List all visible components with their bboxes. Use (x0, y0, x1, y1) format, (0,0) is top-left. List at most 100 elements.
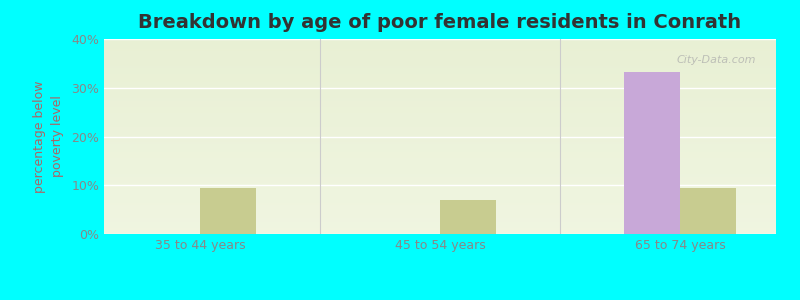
Bar (104, 86, 776, 88)
Bar (104, 187, 776, 189)
Bar (104, 232, 776, 234)
Bar (104, 193, 776, 195)
Bar (104, 55, 776, 56)
Bar (104, 76, 776, 78)
Bar (104, 197, 776, 199)
Bar (104, 173, 776, 175)
Bar (104, 58, 776, 60)
Bar (104, 228, 776, 230)
Bar (104, 230, 776, 232)
Bar (104, 222, 776, 224)
Bar (104, 119, 776, 121)
Bar (104, 148, 776, 150)
Bar (104, 117, 776, 119)
Bar (104, 199, 776, 201)
Bar (104, 179, 776, 181)
Bar (104, 154, 776, 156)
Bar (104, 78, 776, 80)
Bar (104, 121, 776, 123)
Y-axis label: percentage below
poverty level: percentage below poverty level (34, 80, 64, 193)
Bar (104, 95, 776, 98)
Title: Breakdown by age of poor female residents in Conrath: Breakdown by age of poor female resident… (138, 13, 742, 32)
Bar (104, 176, 776, 177)
Bar (104, 123, 776, 125)
Bar (104, 74, 776, 76)
Bar (104, 105, 776, 107)
Bar (104, 127, 776, 129)
Bar (104, 217, 776, 218)
Bar (104, 162, 776, 164)
Bar (104, 51, 776, 52)
Bar (104, 150, 776, 152)
Bar (104, 136, 776, 138)
Bar (104, 211, 776, 212)
Bar (104, 41, 776, 43)
Bar (104, 152, 776, 154)
Bar (104, 94, 776, 95)
Legend: Conrath, Wisconsin: Conrath, Wisconsin (330, 296, 550, 300)
Bar (104, 224, 776, 226)
Bar (104, 109, 776, 111)
Bar (104, 47, 776, 49)
Bar (104, 214, 776, 217)
Bar (104, 166, 776, 168)
Bar (104, 62, 776, 64)
Bar (104, 43, 776, 45)
Bar (104, 164, 776, 166)
Bar (104, 88, 776, 90)
Bar (104, 82, 776, 84)
Bar (104, 103, 776, 105)
Bar (104, 49, 776, 51)
Bar (440, 200, 496, 234)
Text: City-Data.com: City-Data.com (676, 55, 756, 64)
Bar (104, 142, 776, 144)
Bar (104, 177, 776, 179)
Bar (104, 101, 776, 103)
Bar (104, 134, 776, 136)
Bar (104, 160, 776, 162)
Bar (104, 207, 776, 209)
Bar (104, 140, 776, 142)
Bar (104, 212, 776, 214)
Bar (104, 92, 776, 94)
Bar (104, 146, 776, 148)
Bar (104, 189, 776, 191)
Bar (104, 72, 776, 74)
Bar (104, 113, 776, 115)
Bar (104, 218, 776, 220)
Bar (104, 99, 776, 101)
Bar (104, 133, 776, 134)
Bar (104, 170, 776, 172)
Bar (104, 138, 776, 140)
Bar (104, 115, 776, 117)
Bar (104, 158, 776, 160)
Bar (104, 185, 776, 187)
Bar (104, 205, 776, 207)
Bar (104, 144, 776, 146)
Bar (104, 53, 776, 55)
Bar (104, 209, 776, 211)
Bar (104, 201, 776, 203)
Bar (680, 188, 736, 234)
Bar (104, 168, 776, 170)
Bar (104, 64, 776, 66)
Bar (104, 191, 776, 193)
Bar (200, 188, 256, 234)
Bar (104, 66, 776, 68)
Bar (104, 56, 776, 58)
Bar (104, 84, 776, 86)
Bar (104, 39, 776, 41)
Bar (104, 90, 776, 92)
Bar (104, 98, 776, 99)
Bar (104, 70, 776, 72)
Bar (104, 60, 776, 62)
Bar (104, 181, 776, 183)
Bar (104, 226, 776, 228)
Bar (104, 172, 776, 173)
Bar (104, 68, 776, 70)
Bar (104, 156, 776, 158)
Bar (104, 131, 776, 133)
Bar (104, 183, 776, 185)
Bar (104, 80, 776, 82)
Bar (104, 107, 776, 109)
